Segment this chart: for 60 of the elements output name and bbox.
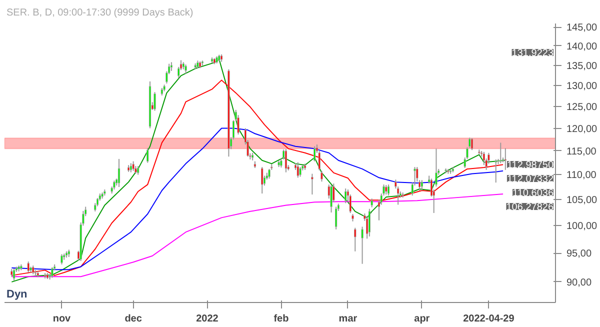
candlestick bbox=[299, 166, 302, 178]
candlestick bbox=[387, 184, 390, 196]
chart-title: SER. B, D, 09:00-17:30 (9999 Days Back) bbox=[6, 8, 194, 18]
x-tick-label: dec bbox=[124, 314, 142, 324]
candlestick bbox=[344, 188, 347, 204]
candlestick bbox=[361, 226, 364, 264]
x-tick-label: 2022-04-29 bbox=[463, 314, 515, 324]
candlestick bbox=[60, 254, 63, 265]
candlestick bbox=[470, 138, 474, 151]
candlestick bbox=[500, 142, 502, 164]
candlestick bbox=[435, 148, 438, 188]
y-tick-label: 125,00 bbox=[566, 102, 598, 113]
candlestick bbox=[368, 208, 371, 237]
y-tick-label: 130,00 bbox=[566, 81, 598, 92]
candlestick bbox=[320, 170, 323, 182]
candlestick bbox=[154, 92, 156, 112]
y-tick-label: 105,00 bbox=[566, 195, 598, 206]
annotation: 112,98750 bbox=[506, 160, 554, 171]
annotation: 106,27826 bbox=[506, 202, 554, 213]
candlestick bbox=[330, 184, 332, 213]
candlestick bbox=[482, 151, 486, 166]
candlestick bbox=[385, 184, 388, 196]
x-tick-label: 2022 bbox=[196, 314, 219, 324]
annotation: 131,9223 bbox=[512, 48, 554, 59]
x-tick-label: feb bbox=[274, 314, 289, 324]
candlestick bbox=[284, 148, 288, 173]
candlestick bbox=[118, 158, 120, 188]
x-tick-label: apr bbox=[414, 314, 430, 324]
y-tick-label: 115,00 bbox=[566, 146, 597, 158]
y-tick-label: 110,00 bbox=[566, 170, 597, 182]
candlestick bbox=[146, 148, 149, 164]
candlestick bbox=[334, 206, 338, 230]
candlestick bbox=[314, 146, 316, 162]
candlestick bbox=[504, 148, 506, 170]
x-tick-label: mar bbox=[338, 314, 358, 324]
candlestick bbox=[354, 227, 356, 252]
annotation: 112,07332 bbox=[506, 174, 554, 185]
y-tick-label: 90,00 bbox=[566, 277, 592, 288]
y-tick-label: 140,00 bbox=[566, 41, 598, 52]
y-tick-label: 95,00 bbox=[566, 248, 592, 260]
y-tick-label: 135,00 bbox=[566, 60, 598, 72]
candlestick bbox=[268, 168, 270, 180]
line-series bbox=[11, 194, 504, 278]
candlestick bbox=[184, 64, 187, 74]
candlestick bbox=[12, 268, 16, 282]
y-tick-label: 100,00 bbox=[566, 221, 598, 232]
candlestick bbox=[27, 261, 30, 274]
candlestick bbox=[130, 162, 132, 173]
candlestick bbox=[420, 180, 424, 192]
y-tick-label: 120,00 bbox=[566, 124, 598, 135]
candlestick bbox=[132, 160, 134, 172]
candlestick bbox=[261, 166, 264, 194]
annotation: Dyn bbox=[6, 288, 28, 300]
x-tick-label: nov bbox=[52, 314, 72, 324]
annotation: 110,6036 bbox=[512, 188, 554, 199]
y-tick-label: 145,00 bbox=[566, 22, 598, 34]
candlestick bbox=[311, 173, 314, 196]
candlestick bbox=[494, 158, 497, 184]
candlestick bbox=[51, 266, 54, 278]
candlestick bbox=[296, 162, 299, 178]
